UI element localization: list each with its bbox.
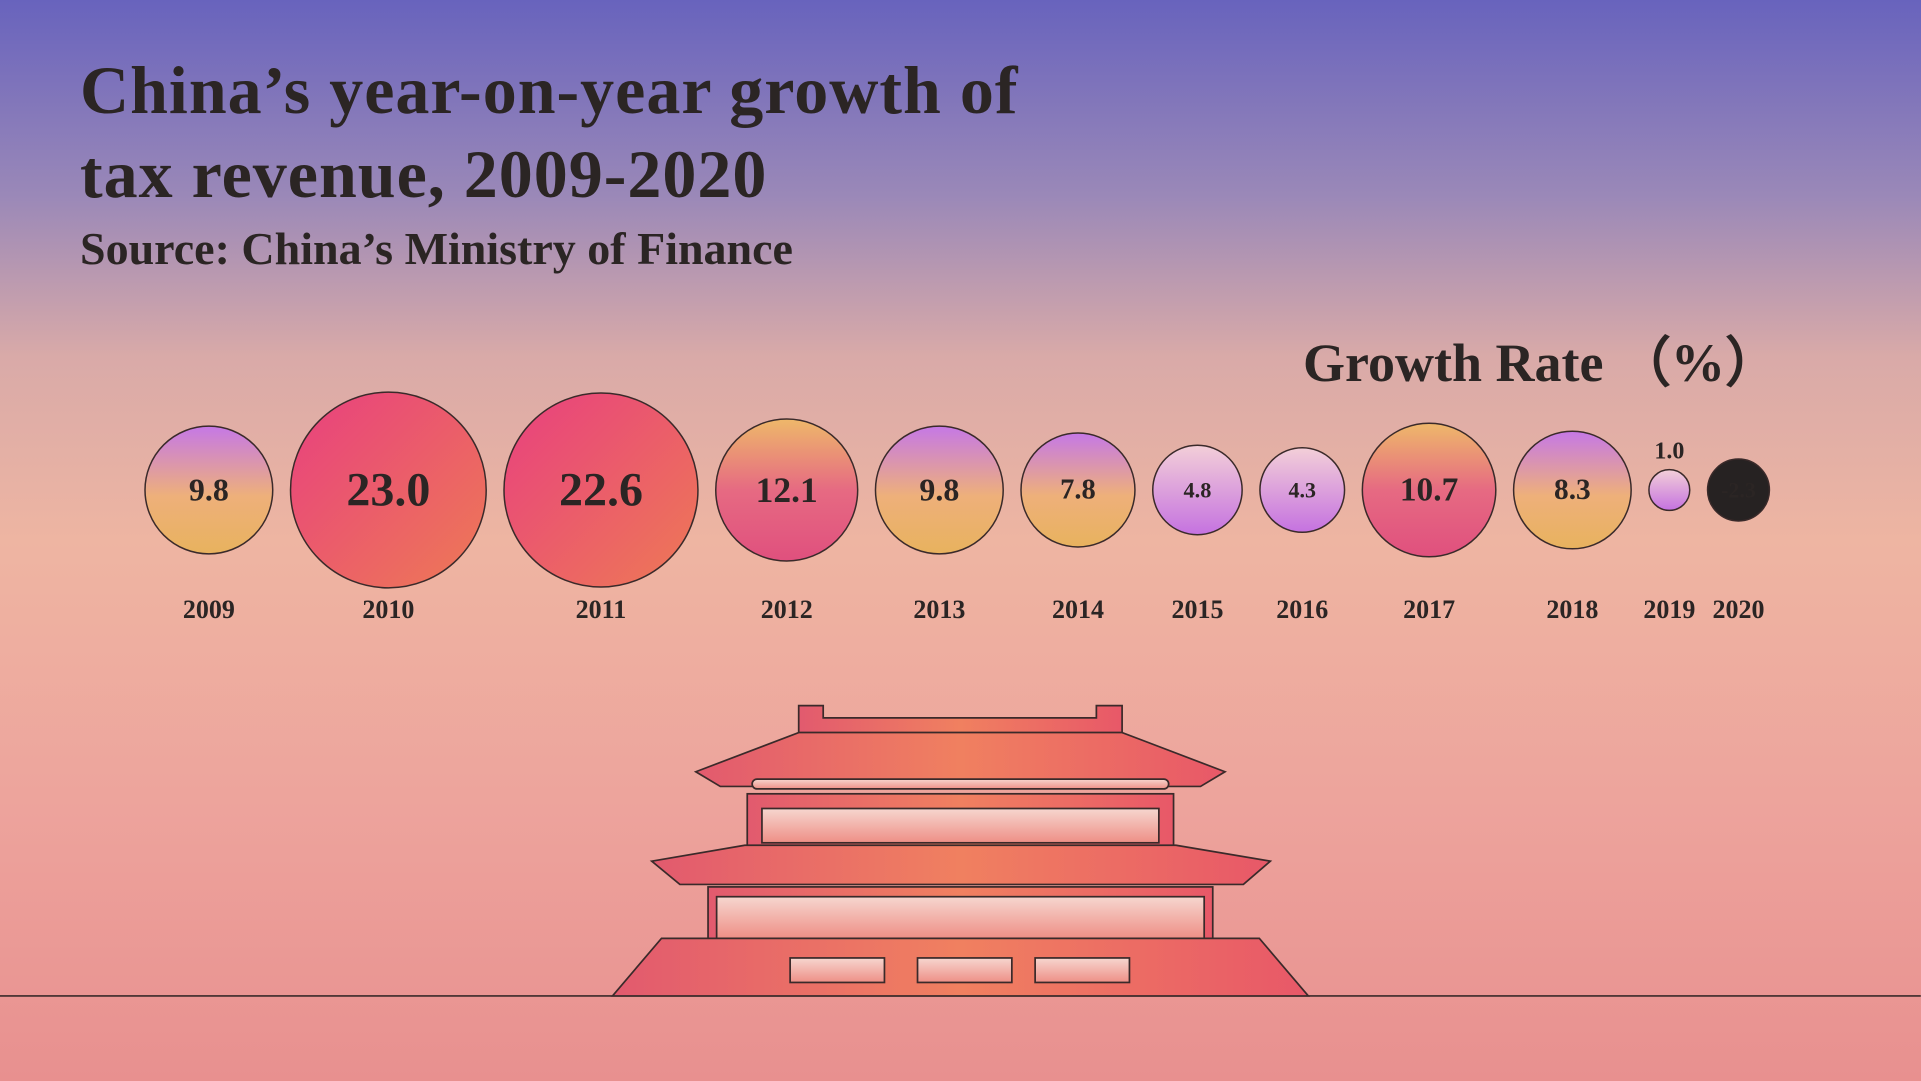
x-tick-label: 2011 [576,595,627,624]
x-tick-label: 2010 [362,595,414,624]
x-tick-label: 2013 [913,595,965,624]
value-label: 4.3 [1288,478,1316,503]
value-label: 4.8 [1183,478,1211,503]
x-tick-label: 2019 [1643,595,1695,624]
bubble [1361,422,1497,558]
value-label: 23.0 [346,464,430,517]
x-tick-label: 2017 [1403,595,1455,624]
value-label: 8.3 [1554,474,1591,506]
bubble [1512,430,1632,550]
bubble [715,418,859,562]
value-label: 10.7 [1400,472,1458,509]
chart-title: China’s year-on-year growth of tax reven… [80,52,1019,212]
bubble [874,425,1004,555]
x-tick-label: 2014 [1052,595,1104,624]
x-tick-label: 2009 [183,595,235,624]
bubble [1020,432,1136,548]
chart-subtitle: Source: China’s Ministry of Finance [80,223,793,274]
value-label: 9.8 [189,473,229,508]
value-axis-label: Growth Rate （%） [1303,333,1779,393]
bubble [289,391,487,589]
temple-illustration [0,704,1921,997]
bubble [1152,444,1243,536]
x-tick-label: 2016 [1276,595,1328,624]
bubble [1259,446,1346,534]
x-tick-label: 2018 [1546,595,1598,624]
value-label: 1.0 [1654,439,1684,465]
bubble [503,392,699,588]
x-tick-label: 2020 [1712,595,1764,624]
value-label: -2.3 [1721,478,1756,503]
value-label: 22.6 [559,464,643,517]
value-label: 12.1 [756,470,818,510]
x-tick-label: 2015 [1171,595,1223,624]
bubble [144,425,274,555]
value-label: 7.8 [1060,475,1096,506]
value-label: 9.8 [919,473,959,508]
bubble [1706,458,1771,522]
bubble [1648,468,1691,512]
x-tick-label: 2012 [761,595,813,624]
